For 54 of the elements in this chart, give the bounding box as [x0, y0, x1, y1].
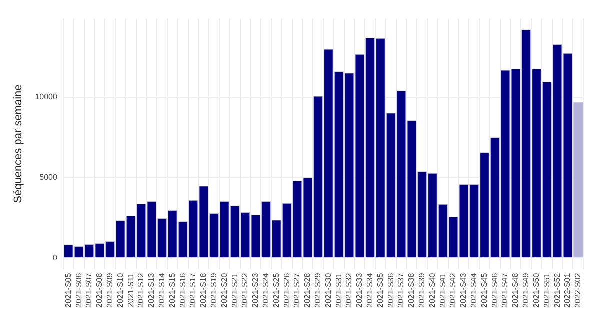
- x-tick-label: 2021-S15: [168, 272, 177, 308]
- x-tick-label: 2021-S47: [500, 272, 510, 308]
- x-tick-label: 2021-S29: [314, 272, 323, 308]
- x-tick-label: 2021-S20: [220, 272, 229, 308]
- y-tick-label: 5000: [40, 172, 58, 182]
- x-tick-label: 2021-S41: [438, 272, 448, 308]
- x-tick-label: 2021-S14: [157, 272, 166, 308]
- x-tick-label: 2021-S42: [448, 272, 458, 308]
- x-tick-label: 2021-S50: [532, 272, 541, 308]
- x-tick-label: 2021-S13: [147, 272, 156, 308]
- y-tick-label: 0: [52, 253, 58, 262]
- x-tick-label: 2021-S25: [272, 272, 281, 308]
- x-tick-label: 2021-S05: [64, 272, 73, 308]
- x-tick-label: 2021-S18: [199, 272, 208, 308]
- x-tick-label: 2021-S46: [490, 272, 500, 308]
- x-tick-label: 2021-S38: [407, 272, 416, 308]
- x-tick-label: 2021-S40: [428, 272, 437, 308]
- x-tick-label: 2021-S08: [95, 272, 104, 308]
- x-tick-label: 2021-S24: [261, 272, 270, 308]
- x-tick-label: 2022-S01: [563, 272, 572, 308]
- x-tick-label: 2021-S36: [386, 272, 396, 308]
- x-tick-label: 2021-S34: [366, 272, 375, 308]
- x-tick-label: 2021-S43: [459, 272, 468, 308]
- x-tick-label: 2021-S06: [74, 272, 84, 308]
- x-tick-label: 2021-S28: [303, 272, 312, 308]
- x-tick-label: 2021-S11: [126, 272, 136, 308]
- x-tick-label: 2021-S33: [355, 272, 364, 308]
- x-tick-label: 2022-S02: [574, 272, 583, 308]
- x-tick-label: 2021-S31: [334, 272, 344, 308]
- x-tick-label: 2021-S07: [84, 272, 94, 308]
- x-tick-label: 2021-S48: [511, 272, 520, 308]
- x-tick-label: 2021-S09: [105, 272, 114, 308]
- x-tick-label: 2021-S12: [136, 272, 146, 308]
- x-tick-label: 2021-S49: [522, 272, 531, 308]
- x-tick-label: 2021-S44: [470, 272, 479, 308]
- x-tick-label: 2021-S51: [542, 272, 552, 308]
- x-tick-label: 2021-S26: [282, 272, 292, 308]
- x-tick-label: 2021-S22: [240, 272, 250, 308]
- y-tick-label: 10000: [35, 92, 58, 102]
- x-tick-label: 2021-S35: [376, 272, 385, 308]
- x-tick-label: 2021-S16: [178, 272, 188, 308]
- x-tick-label: 2021-S37: [396, 272, 406, 308]
- x-tick-label: 2021-S39: [418, 272, 427, 308]
- x-tick-label: 2021-S32: [344, 272, 354, 308]
- y-axis-title: Séquences par semaine: [12, 84, 25, 204]
- x-tick-label: 2021-S30: [324, 272, 333, 308]
- x-tick-label: 2021-S52: [552, 272, 562, 308]
- x-tick-label: 2021-S10: [116, 272, 125, 308]
- x-tick-label: 2021-S17: [188, 272, 198, 308]
- x-tick-label: 2021-S19: [209, 272, 218, 308]
- x-tick-label: 2021-S45: [480, 272, 489, 308]
- x-tick-label: 2021-S27: [292, 272, 302, 308]
- x-tick-label: 2021-S23: [251, 272, 260, 308]
- x-tick-label: 2021-S21: [230, 272, 240, 308]
